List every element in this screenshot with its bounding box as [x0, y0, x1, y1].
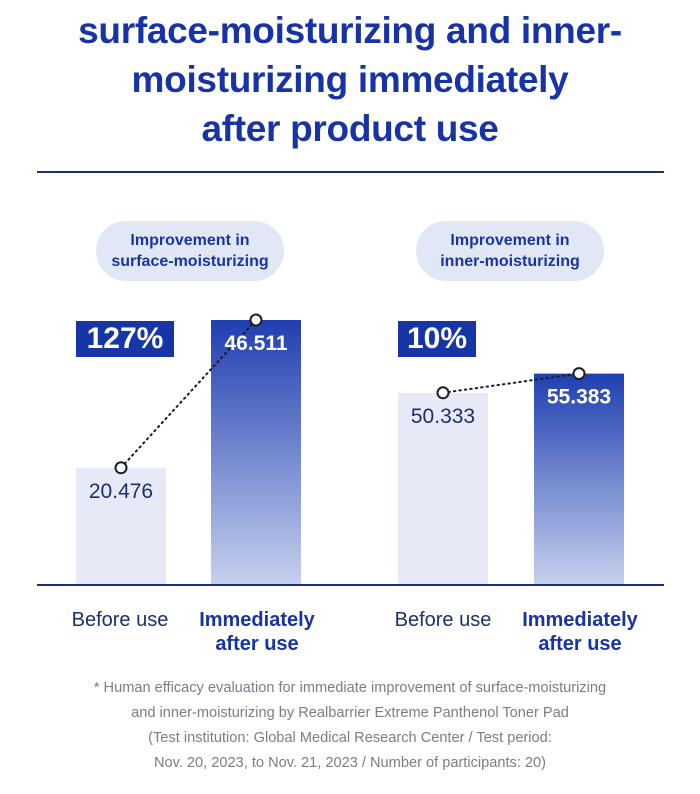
footnote-line: and inner-moisturizing by Realbarrier Ex…	[131, 705, 569, 721]
x-label-before-use: Before use	[71, 609, 169, 631]
marker-before-use	[436, 386, 450, 400]
pill-label-line: Improvement in	[130, 232, 250, 249]
footnote-line: Nov. 20, 2023, to Nov. 21, 2023 / Number…	[153, 755, 547, 771]
marker-after-use	[249, 313, 263, 327]
inner-improvement-pill: Improvement in inner-moisturizing	[416, 221, 604, 281]
title-line: moisturizing immediately	[131, 59, 569, 100]
change-connector-line	[442, 372, 580, 394]
bar-before-use	[398, 392, 488, 584]
pill-label-line: Improvement in	[450, 232, 570, 249]
change-connector-line	[120, 319, 257, 469]
x-label-before-use: Before use	[394, 609, 492, 631]
value-label-before-use: 50.333	[411, 405, 475, 428]
title-divider	[37, 171, 664, 173]
marker-after-use	[572, 367, 586, 381]
title-line: after product use	[201, 108, 499, 149]
x-label-after-use: Immediately after use	[522, 609, 638, 655]
title-line: surface-moisturizing and inner-	[78, 10, 622, 51]
x-label-after-use: Immediately after use	[199, 609, 315, 655]
value-label-after-use: 46.511	[224, 332, 287, 355]
footnote: * Human efficacy evaluation for immediat…	[20, 676, 680, 776]
marker-before-use	[114, 461, 128, 475]
footnote-line: * Human efficacy evaluation for immediat…	[93, 680, 607, 696]
footnote-line: (Test institution: Global Medical Resear…	[148, 730, 552, 746]
inner-percent-badge: 10%	[398, 321, 476, 357]
surface-percent-badge: 127%	[76, 321, 174, 357]
bar-before-use	[76, 467, 166, 584]
pill-label-line: surface-moisturizing	[111, 253, 269, 270]
page-title: surface-moisturizing and inner- moisturi…	[0, 6, 700, 153]
bar-after-use	[211, 320, 301, 584]
value-label-before-use: 20.476	[89, 480, 153, 503]
surface-improvement-pill: Improvement in surface-moisturizing	[96, 221, 284, 281]
value-label-after-use: 55.383	[547, 386, 611, 409]
bar-after-use	[534, 373, 624, 584]
pill-label-line: inner-moisturizing	[440, 253, 580, 270]
